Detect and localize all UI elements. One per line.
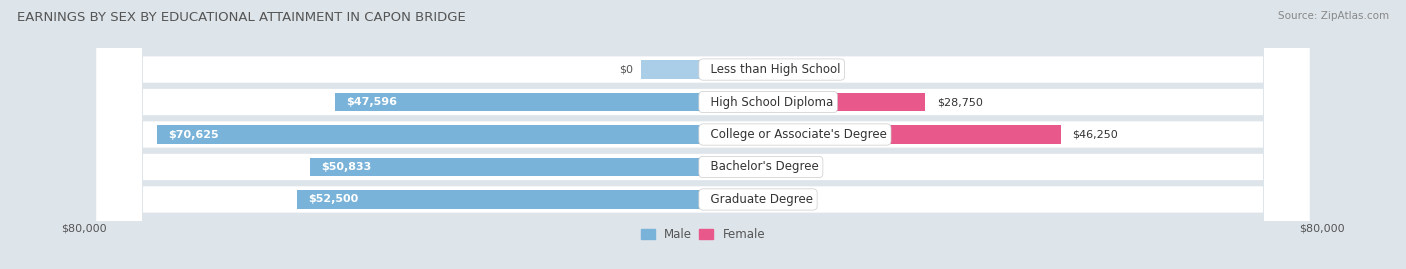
FancyBboxPatch shape — [97, 0, 1309, 269]
Text: College or Associate's Degree: College or Associate's Degree — [703, 128, 887, 141]
Bar — [703, 93, 925, 111]
Bar — [703, 158, 765, 176]
Text: $46,250: $46,250 — [1073, 129, 1118, 140]
Bar — [703, 125, 1060, 144]
Text: Bachelor's Degree: Bachelor's Degree — [703, 161, 818, 174]
Text: $50,833: $50,833 — [322, 162, 371, 172]
Text: Graduate Degree: Graduate Degree — [703, 193, 813, 206]
Text: $0: $0 — [776, 162, 790, 172]
FancyBboxPatch shape — [97, 0, 1309, 269]
Text: $70,625: $70,625 — [169, 129, 219, 140]
Text: $52,500: $52,500 — [308, 194, 359, 204]
Bar — [309, 158, 703, 176]
Text: Source: ZipAtlas.com: Source: ZipAtlas.com — [1278, 11, 1389, 21]
Text: $0: $0 — [620, 65, 633, 75]
Bar — [335, 93, 703, 111]
FancyBboxPatch shape — [97, 0, 1309, 269]
Text: $0: $0 — [776, 194, 790, 204]
Bar — [703, 60, 765, 79]
Text: $47,596: $47,596 — [346, 97, 398, 107]
Bar — [703, 190, 765, 209]
Text: Less than High School: Less than High School — [703, 63, 841, 76]
FancyBboxPatch shape — [97, 0, 1309, 269]
Legend: Male, Female: Male, Female — [636, 223, 770, 246]
FancyBboxPatch shape — [97, 0, 1309, 269]
Text: EARNINGS BY SEX BY EDUCATIONAL ATTAINMENT IN CAPON BRIDGE: EARNINGS BY SEX BY EDUCATIONAL ATTAINMEN… — [17, 11, 465, 24]
Bar — [297, 190, 703, 209]
Text: $28,750: $28,750 — [936, 97, 983, 107]
Bar — [641, 60, 703, 79]
Text: High School Diploma: High School Diploma — [703, 95, 834, 108]
Bar — [157, 125, 703, 144]
Text: $0: $0 — [776, 65, 790, 75]
